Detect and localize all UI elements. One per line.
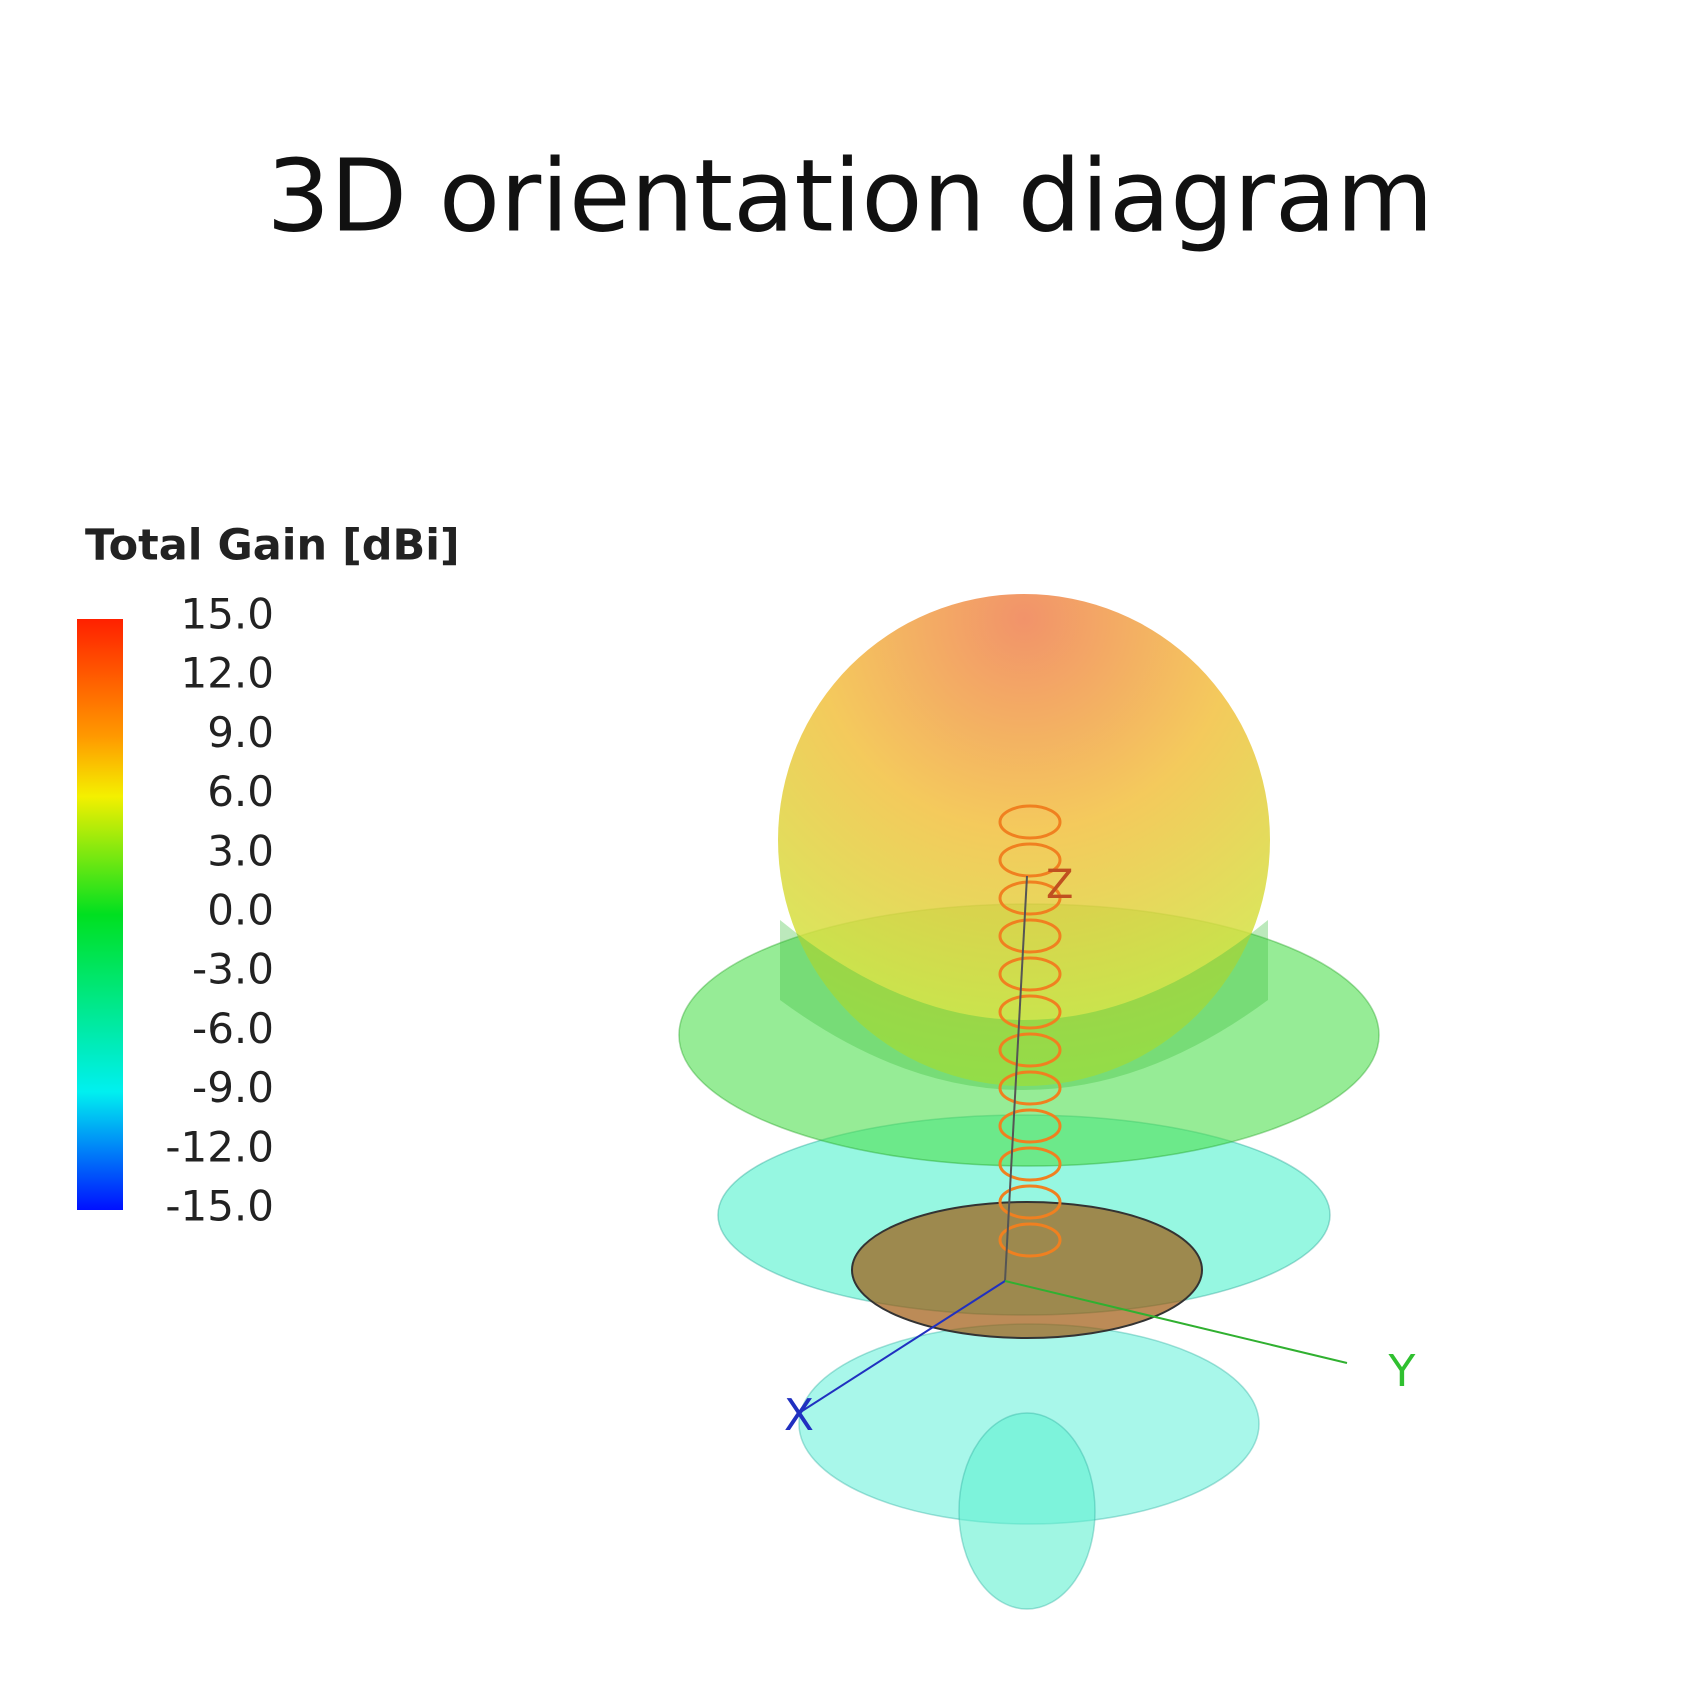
colorbar-tick-label: 12.0 — [180, 649, 274, 698]
colorbar-tick-label: 9.0 — [207, 708, 274, 757]
colorbar-tick-label: 15.0 — [180, 590, 274, 639]
helix-turn — [998, 994, 1062, 1030]
helix-turn — [998, 1222, 1062, 1258]
helix-turn — [998, 842, 1062, 878]
z-label: Z — [1046, 862, 1073, 908]
helix-turn — [998, 1184, 1062, 1220]
helix-turn — [998, 918, 1062, 954]
y-label: Y — [1388, 1346, 1416, 1397]
helix-turn — [998, 1070, 1062, 1106]
title: 3D orientation diagram — [266, 137, 1433, 254]
main-lobe — [778, 594, 1270, 1086]
colorbar-tick-label: 6.0 — [207, 767, 274, 816]
colorbar-tick-label: -12.0 — [165, 1122, 274, 1171]
helix-turn — [998, 880, 1062, 916]
helix-turn — [998, 956, 1062, 992]
x-axis — [798, 1280, 1006, 1414]
colorbar-tick-label: -9.0 — [192, 1063, 274, 1112]
radiation-pattern: Z X Y — [678, 594, 1416, 1610]
back-lobe — [958, 1412, 1096, 1610]
colorbar-tick-label: -15.0 — [165, 1182, 274, 1231]
colorbar-title: Total Gain [dBi] — [85, 521, 460, 571]
colorbar-tick-label: -3.0 — [192, 945, 274, 994]
colorbar-tick-label: 0.0 — [207, 886, 274, 935]
helix-turn — [998, 804, 1062, 840]
colorbar-scale — [77, 619, 123, 1210]
helix — [998, 804, 1062, 1258]
colorbar: Total Gain [dBi] 15.0 12.0 9.0 6.0 3.0 0.0 -3.… — [77, 521, 460, 1231]
helix-turn — [998, 1146, 1062, 1182]
lobe-intersection — [780, 920, 1268, 1090]
x-label: X — [784, 1390, 814, 1441]
helix-turn — [998, 1108, 1062, 1144]
colorbar-ticks: 15.0 12.0 9.0 6.0 3.0 0.0 -3.0 -6.0 -9.0 -12.0 -15… — [165, 590, 274, 1231]
y-axis — [1004, 1280, 1348, 1364]
z-axis — [1004, 875, 1028, 1282]
helix-turn — [998, 1032, 1062, 1068]
ground-plane — [851, 1201, 1203, 1339]
colorbar-tick-label: 3.0 — [207, 826, 274, 875]
colorbar-tick-label: -6.0 — [192, 1004, 274, 1053]
